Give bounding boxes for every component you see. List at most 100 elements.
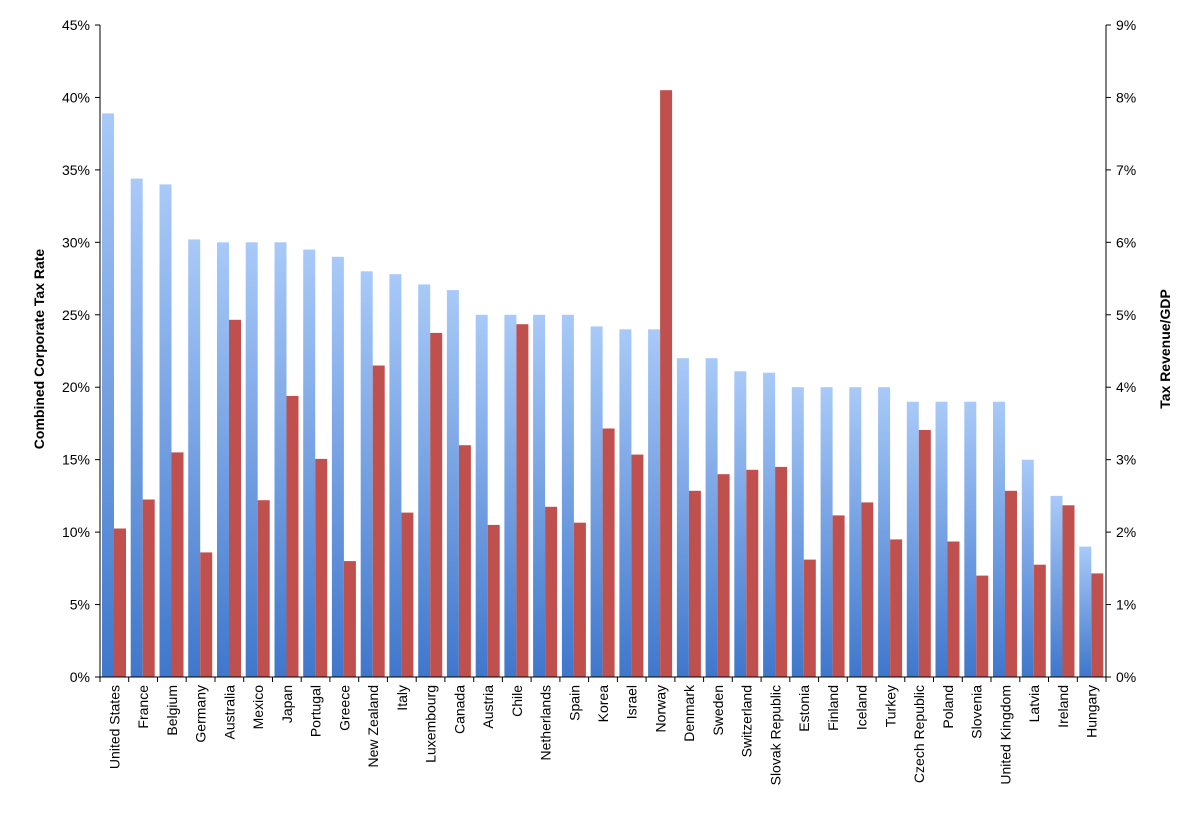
bar-tax-revenue-gdp — [1005, 490, 1017, 677]
bar-tax-revenue-gdp — [1033, 564, 1046, 677]
category-label: Canada — [451, 685, 467, 734]
category-label: Ireland — [1055, 685, 1071, 728]
bar-corporate-tax-rate — [360, 271, 373, 677]
bar-corporate-tax-rate — [389, 274, 402, 677]
category-label: Korea — [595, 685, 611, 723]
bar-corporate-tax-rate — [648, 329, 661, 677]
category-label: Finland — [825, 685, 841, 731]
category-label: Hungary — [1084, 685, 1100, 738]
bar-corporate-tax-rate — [188, 239, 201, 677]
bar-corporate-tax-rate — [159, 184, 172, 677]
category-label: Italy — [394, 685, 410, 711]
bar-corporate-tax-rate — [878, 387, 891, 677]
category-label: Norway — [653, 685, 669, 732]
bar-corporate-tax-rate — [791, 387, 804, 677]
bar-tax-revenue-gdp — [142, 499, 155, 677]
bar-corporate-tax-rate — [102, 113, 114, 677]
category-label: Spain — [566, 685, 582, 721]
bar-corporate-tax-rate — [331, 256, 344, 677]
category-label: Poland — [940, 685, 956, 729]
bar-corporate-tax-rate — [533, 314, 546, 677]
bar-tax-revenue-gdp — [573, 522, 586, 677]
category-label: Slovenia — [969, 685, 985, 739]
bar-corporate-tax-rate — [446, 290, 459, 677]
category-label: Belgium — [164, 685, 180, 736]
y-tick-label: 40% — [62, 89, 90, 105]
y-tick-label: 45% — [62, 17, 90, 33]
bar-tax-revenue-gdp — [803, 559, 816, 677]
bar-tax-revenue-gdp — [947, 541, 960, 677]
category-label: Netherlands — [538, 685, 554, 761]
bar-tax-revenue-gdp — [918, 430, 931, 677]
bar-corporate-tax-rate — [734, 371, 747, 677]
bar-tax-revenue-gdp — [631, 454, 644, 677]
y-axis-title: Combined Corporate Tax Rate — [31, 249, 47, 450]
y2-tick-label: 8% — [1116, 89, 1136, 105]
bar-tax-revenue-gdp — [200, 552, 213, 677]
bar-corporate-tax-rate — [418, 284, 431, 677]
bar-corporate-tax-rate — [820, 387, 833, 677]
y2-tick-label: 4% — [1116, 379, 1136, 395]
bar-corporate-tax-rate — [1079, 546, 1092, 677]
bar-corporate-tax-rate — [217, 242, 229, 678]
y2-tick-label: 6% — [1116, 234, 1136, 250]
y-tick-label: 30% — [62, 234, 90, 250]
bar-tax-revenue-gdp — [516, 324, 529, 677]
bar-tax-revenue-gdp — [114, 528, 126, 677]
bar-tax-revenue-gdp — [602, 428, 615, 677]
category-label: Estonia — [796, 685, 812, 732]
category-label: Australia — [221, 685, 237, 740]
category-label: Sweden — [710, 685, 726, 736]
y2-tick-label: 5% — [1116, 307, 1136, 323]
y2-tick-label: 0% — [1116, 669, 1136, 685]
bar-corporate-tax-rate — [964, 401, 977, 677]
bar-corporate-tax-rate — [274, 242, 287, 678]
bar-tax-revenue-gdp — [343, 561, 356, 677]
bar-tax-revenue-gdp — [1062, 505, 1075, 677]
bar-tax-revenue-gdp — [430, 332, 443, 677]
category-label: Latvia — [1026, 685, 1042, 723]
bar-tax-revenue-gdp — [401, 512, 414, 677]
y-tick-label: 35% — [62, 162, 90, 178]
category-label: Czech Republic — [911, 685, 927, 783]
y2-tick-label: 9% — [1116, 17, 1136, 33]
bar-corporate-tax-rate — [590, 326, 603, 677]
bar-corporate-tax-rate — [849, 387, 862, 677]
category-label: Luxembourg — [423, 685, 439, 763]
y2-tick-label: 1% — [1116, 597, 1136, 613]
bar-tax-revenue-gdp — [372, 365, 385, 677]
y2-tick-label: 3% — [1116, 452, 1136, 468]
bar-tax-revenue-gdp — [286, 395, 299, 677]
bar-tax-revenue-gdp — [545, 506, 558, 677]
bar-tax-revenue-gdp — [775, 466, 788, 677]
bar-tax-revenue-gdp — [832, 515, 845, 677]
bar-corporate-tax-rate — [475, 314, 488, 677]
bar-corporate-tax-rate — [1050, 495, 1063, 677]
bar-tax-revenue-gdp — [487, 524, 500, 677]
y2-tick-label: 2% — [1116, 524, 1136, 540]
category-label: Germany — [193, 685, 209, 743]
y-tick-label: 5% — [70, 597, 90, 613]
bar-tax-revenue-gdp — [717, 474, 730, 677]
bar-corporate-tax-rate — [130, 178, 143, 677]
bar-tax-revenue-gdp — [458, 445, 471, 677]
bar-tax-revenue-gdp — [660, 90, 673, 677]
y-tick-label: 15% — [62, 452, 90, 468]
bar-tax-revenue-gdp — [688, 490, 701, 677]
category-label: Slovak Republic — [768, 685, 784, 785]
bar-corporate-tax-rate — [993, 401, 1005, 677]
category-label: United Kingdom — [997, 685, 1013, 785]
category-label: Turkey — [882, 685, 898, 727]
axes-layer — [95, 24, 1111, 682]
bar-tax-revenue-gdp — [976, 575, 989, 677]
y-tick-label: 20% — [62, 379, 90, 395]
bar-corporate-tax-rate — [906, 401, 919, 677]
category-label: Denmark — [681, 684, 697, 742]
y-tick-label: 10% — [62, 524, 90, 540]
labels-layer: United States France Belgium Germany Austral… — [62, 17, 1136, 785]
bar-corporate-tax-rate — [619, 329, 632, 677]
bar-tax-revenue-gdp — [315, 458, 328, 677]
bar-tax-revenue-gdp — [257, 500, 270, 677]
